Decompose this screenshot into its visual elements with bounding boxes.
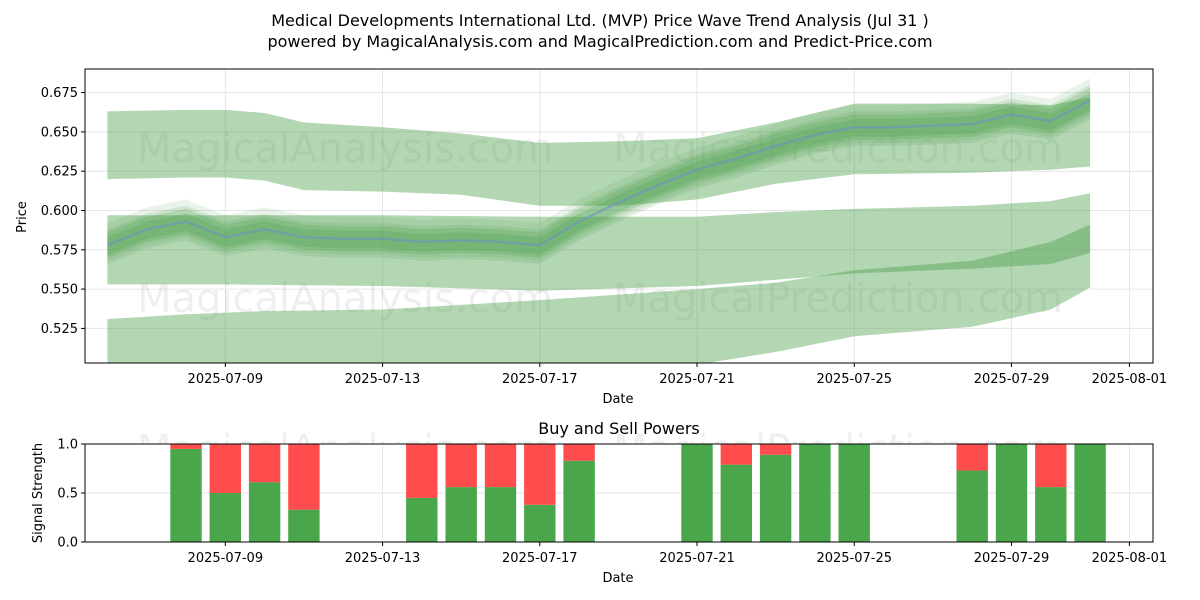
price-x-tick-label-0: 2025-07-09 [188, 372, 264, 387]
sell-bar-14 [956, 444, 988, 471]
signal-x-tick-label-4: 2025-07-25 [816, 551, 892, 566]
wave-layer-3 [107, 92, 1091, 255]
buy-bar-7 [524, 504, 556, 542]
sell-bar-5 [445, 444, 477, 488]
buy-bar-6 [484, 487, 517, 542]
price-y-tick-label-5: 0.650 [41, 125, 78, 140]
price-wave-line [106, 99, 1091, 247]
buy-bar-8 [563, 460, 595, 542]
buy-bar-15 [995, 444, 1028, 542]
signal-x-tick-label-5: 2025-07-29 [974, 551, 1050, 566]
sell-bar-8 [563, 444, 595, 461]
buy-bar-17 [1074, 444, 1106, 542]
trend-band-1 [107, 193, 1091, 291]
buy-bar-0 [170, 448, 202, 542]
price-plot-frame [84, 68, 1154, 364]
signal-x-tick-label-0: 2025-07-09 [188, 551, 264, 566]
watermark-3: MagicalPrediction.com [613, 276, 1063, 322]
watermark-0: MagicalAnalysis.com [137, 126, 553, 172]
price-x-tick-label-2: 2025-07-17 [502, 372, 578, 387]
price-y-tick-label-3: 0.600 [41, 204, 78, 219]
signal-x-axis-label: Date [602, 571, 633, 586]
price-x-tick-label-4: 2025-07-25 [816, 372, 892, 387]
price-x-tick-label-3: 2025-07-21 [659, 372, 735, 387]
buy-bar-16 [1035, 487, 1067, 542]
buy-bar-10 [720, 464, 752, 542]
buy-bar-3 [288, 509, 320, 542]
price-x-tick-label-1: 2025-07-13 [345, 372, 421, 387]
price-y-tick-label-1: 0.550 [41, 283, 78, 298]
chart-subtitle: powered by MagicalAnalysis.com and Magic… [267, 32, 932, 51]
sell-bar-3 [288, 444, 320, 510]
buy-bar-1 [209, 493, 241, 542]
sell-bar-1 [209, 444, 241, 493]
sell-bar-10 [720, 444, 752, 465]
watermark-1: MagicalPrediction.com [613, 126, 1063, 172]
price-x-axis-label: Date [602, 392, 633, 407]
signal-y-tick-label-0: 0.0 [57, 536, 78, 551]
buy-bar-13 [838, 444, 870, 542]
signal-x-tick-label-6: 2025-08-01 [1092, 551, 1168, 566]
signal-x-tick-label-1: 2025-07-13 [345, 551, 421, 566]
price-y-tick-label-4: 0.625 [41, 165, 78, 180]
signal-x-tick-label-2: 2025-07-17 [502, 551, 578, 566]
price-y-tick-label-2: 0.575 [41, 243, 78, 258]
buy-bar-12 [799, 444, 831, 542]
price-x-tick-label-5: 2025-07-29 [974, 372, 1050, 387]
price-plot-content [106, 78, 1091, 363]
wave-layer-0 [107, 78, 1091, 261]
watermark-2: MagicalAnalysis.com [137, 276, 553, 322]
signal-x-tick-label-3: 2025-07-21 [659, 551, 735, 566]
buy-bar-4 [406, 497, 438, 542]
sell-bar-2 [248, 444, 281, 483]
signal-chart-title: Buy and Sell Powers [538, 419, 700, 438]
sell-bar-4 [406, 444, 438, 498]
buy-bar-5 [445, 487, 477, 542]
trend-band-0 [107, 97, 1091, 206]
sell-bar-0 [170, 444, 202, 449]
signal-y-tick-label-1: 0.5 [57, 487, 78, 502]
sell-bar-16 [1035, 444, 1067, 488]
sell-bar-11 [759, 444, 792, 455]
sell-bar-7 [524, 444, 556, 505]
signal-y-axis-label: Signal Strength [31, 443, 46, 543]
buy-bar-2 [248, 482, 281, 542]
price-x-tick-label-6: 2025-08-01 [1092, 372, 1168, 387]
price-chart: MagicalAnalysis.com MagicalPrediction.com… [41, 68, 1168, 473]
price-y-tick-label-0: 0.525 [41, 322, 78, 337]
price-y-axis-label: Price [15, 201, 30, 233]
price-plot-area [85, 69, 1153, 363]
signal-y-tick-label-2: 1.0 [57, 438, 78, 453]
signal-chart: 0.0 0.5 1.0 2025-07-09 2025-07-13 2025-07-17 2… [57, 438, 1167, 567]
buy-bar-9 [681, 444, 713, 542]
price-y-tick-label-6: 0.675 [41, 86, 78, 101]
sell-bar-6 [484, 444, 517, 488]
buy-bar-11 [759, 454, 792, 542]
buy-bar-14 [956, 470, 988, 542]
trend-band-2 [107, 224, 1091, 363]
chart-title: Medical Developments International Ltd. … [271, 11, 929, 30]
